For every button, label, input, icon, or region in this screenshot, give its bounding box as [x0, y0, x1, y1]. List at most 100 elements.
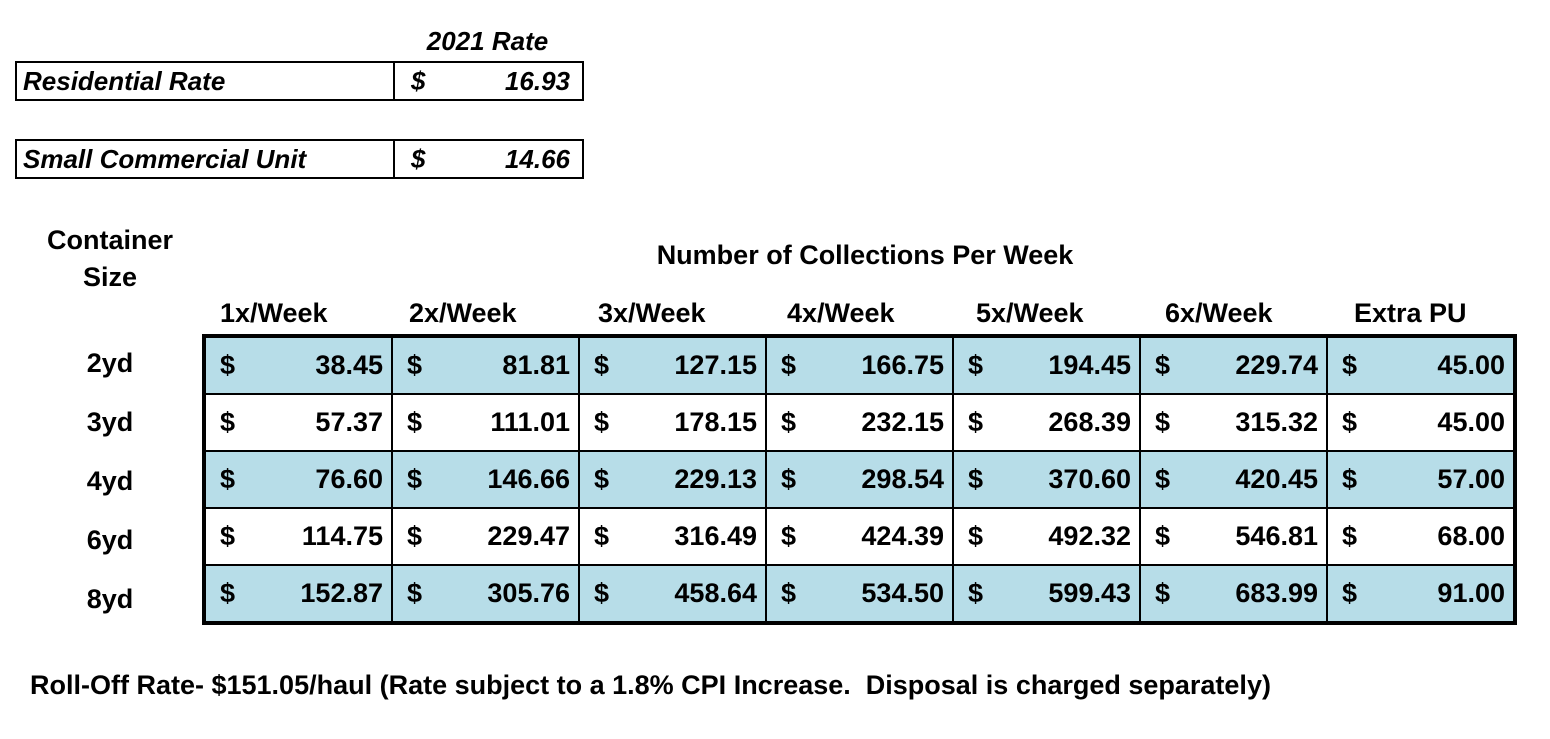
cell-value: 229.74 — [1235, 350, 1318, 380]
cell: $45.00 — [1326, 393, 1516, 452]
rate-value: 16.93 — [504, 66, 570, 96]
cell-content: $166.75 — [767, 338, 952, 393]
cell-content: $45.00 — [1328, 338, 1513, 393]
currency: $ — [407, 350, 423, 380]
cell-value: 178.15 — [674, 407, 757, 437]
cell-value: 166.75 — [861, 350, 944, 380]
row-label: 3yd — [86, 407, 134, 437]
cell: $111.01 — [391, 393, 580, 452]
cell-value: 424.39 — [861, 521, 944, 551]
cell: $146.66 — [391, 450, 580, 509]
cell-value: 316.49 — [674, 521, 757, 551]
cell-value: 111.01 — [490, 407, 570, 437]
cell-content: $194.45 — [954, 338, 1139, 393]
cell-value: 534.50 — [861, 578, 944, 608]
cell: $68.00 — [1326, 507, 1516, 566]
currency: $ — [781, 350, 797, 380]
cell-content: $534.50 — [767, 566, 952, 621]
cell: $76.60 — [203, 450, 393, 509]
cell: $57.37 — [203, 393, 393, 452]
currency: $ — [968, 578, 984, 608]
cell-content: $57.37 — [206, 395, 391, 450]
cell-value: 76.60 — [315, 464, 383, 494]
cell-value: 127.15 — [674, 350, 757, 380]
cell: $127.15 — [578, 335, 767, 395]
cell-content: $492.32 — [954, 509, 1139, 564]
currency: $ — [781, 578, 797, 608]
row-label: 8yd — [86, 584, 134, 614]
currency: $ — [220, 350, 236, 380]
cell-value: 152.87 — [300, 578, 383, 608]
cell: $178.15 — [578, 393, 767, 452]
cell-content: $178.15 — [580, 395, 765, 450]
cell: $114.75 — [203, 507, 393, 566]
table-row: $76.60 $146.66 $229.13 $298.54 $370.60 $420.4… — [203, 450, 1516, 509]
cell-content: $146.66 — [393, 452, 578, 507]
cell-content: $81.81 — [393, 338, 578, 393]
currency: $ — [781, 464, 797, 494]
currency: $ — [407, 407, 423, 437]
currency: $ — [594, 578, 610, 608]
cell-value: 232.15 — [861, 407, 944, 437]
cell-value: 229.13 — [674, 464, 757, 494]
currency: $ — [411, 144, 426, 174]
currency: $ — [968, 464, 984, 494]
cell-content: $268.39 — [954, 395, 1139, 450]
column-header: 5x/Week — [976, 298, 1084, 328]
cell: $194.45 — [952, 335, 1141, 395]
currency: $ — [594, 407, 610, 437]
currency: $ — [220, 464, 236, 494]
currency: $ — [1342, 407, 1358, 437]
cell-content: $127.15 — [580, 338, 765, 393]
cell-content: $76.60 — [206, 452, 391, 507]
cell-content: $229.13 — [580, 452, 765, 507]
row-label: 4yd — [86, 466, 134, 496]
table-row: $152.87 $305.76 $458.64 $534.50 $599.43 $683.… — [203, 564, 1516, 624]
cell-content: $305.76 — [393, 566, 578, 621]
rate-box: Residential Rate $ 16.93 — [15, 61, 584, 101]
cell-value: 370.60 — [1048, 464, 1131, 494]
cell-content: $111.01 — [393, 395, 578, 450]
rate-box: Small Commercial Unit $ 14.66 — [15, 139, 584, 179]
row-header: Container Size — [46, 225, 173, 292]
cell-content: $316.49 — [580, 509, 765, 564]
cell-content: $57.00 — [1328, 452, 1513, 507]
cell-value: 420.45 — [1235, 464, 1318, 494]
cell: $315.32 — [1139, 393, 1328, 452]
cell: $57.00 — [1326, 450, 1516, 509]
cell-content: $424.39 — [767, 509, 952, 564]
cell: $305.76 — [391, 564, 580, 624]
cell-value: 57.00 — [1437, 464, 1505, 494]
cell-value: 45.00 — [1437, 350, 1505, 380]
cell-content: $458.64 — [580, 566, 765, 621]
currency: $ — [594, 350, 610, 380]
currency: $ — [781, 407, 797, 437]
cell-value: 305.76 — [487, 578, 570, 608]
cell: $229.47 — [391, 507, 580, 566]
currency: $ — [1342, 350, 1358, 380]
cell: $683.99 — [1139, 564, 1328, 624]
cell-value: 315.32 — [1235, 407, 1318, 437]
cell-value: 114.75 — [301, 521, 383, 551]
column-header: Extra PU — [1354, 298, 1467, 328]
currency: $ — [594, 521, 610, 551]
cell: $91.00 — [1326, 564, 1516, 624]
currency: $ — [1155, 350, 1171, 380]
cell-content: $683.99 — [1141, 566, 1326, 621]
cell-content: $420.45 — [1141, 452, 1326, 507]
cell-value: 81.81 — [502, 350, 570, 380]
currency: $ — [781, 521, 797, 551]
rate-label: Small Commercial Unit — [17, 141, 395, 177]
currency: $ — [1155, 578, 1171, 608]
cell-value: 45.00 — [1437, 407, 1505, 437]
column-header: 2x/Week — [409, 298, 517, 328]
currency: $ — [411, 66, 426, 96]
cell: $424.39 — [765, 507, 954, 566]
currency: $ — [220, 407, 236, 437]
cell: $229.13 — [578, 450, 767, 509]
currency: $ — [594, 464, 610, 494]
cell-value: 683.99 — [1235, 578, 1318, 608]
cell: $38.45 — [203, 335, 393, 395]
cell-value: 458.64 — [674, 578, 757, 608]
footnote: Roll-Off Rate- $151.05/haul (Rate subjec… — [30, 670, 1271, 700]
